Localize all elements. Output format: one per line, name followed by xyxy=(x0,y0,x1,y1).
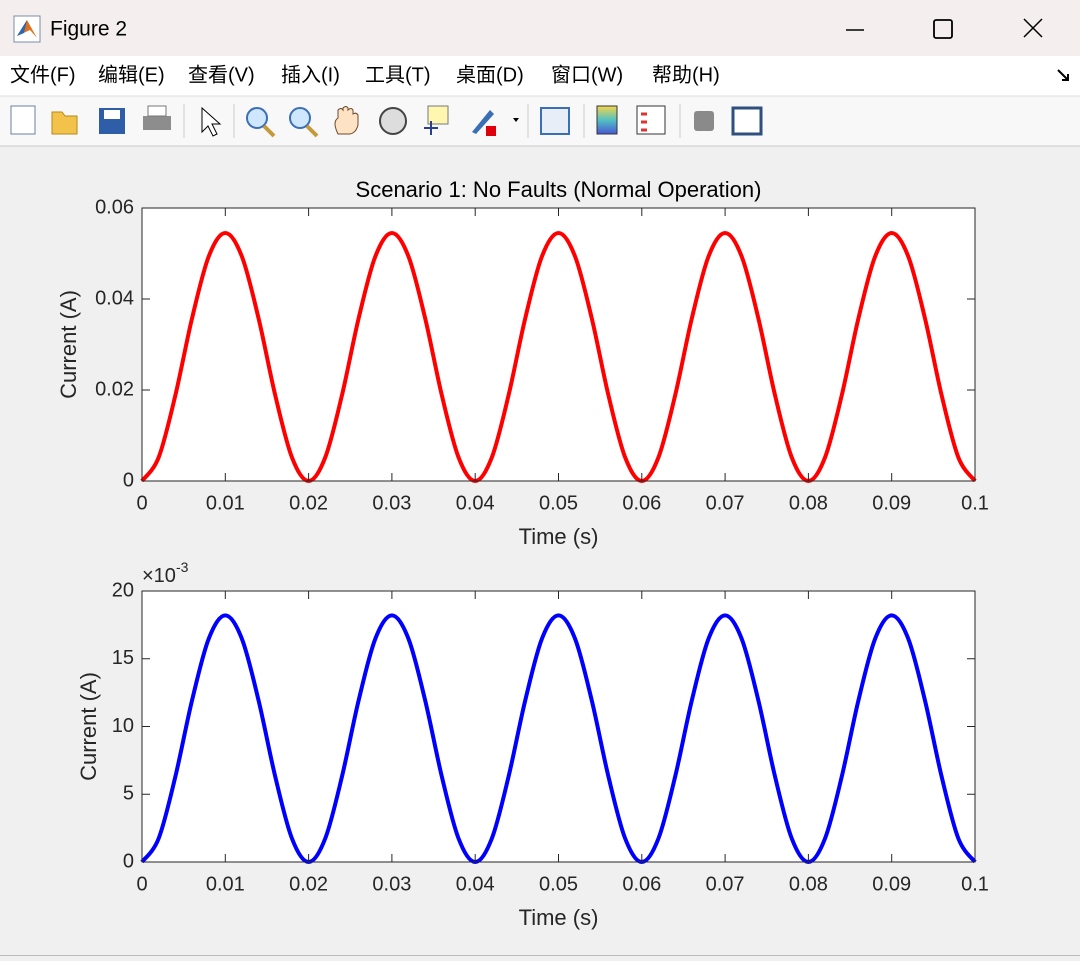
x-tick-label: 0.01 xyxy=(206,492,245,514)
x-tick-label: 0.03 xyxy=(372,873,411,895)
chart-title: Scenario 1: No Faults (Normal Operation) xyxy=(356,177,762,202)
menu-item[interactable]: 查看(V) xyxy=(188,63,255,86)
print-icon-paper xyxy=(147,105,167,117)
x-tick-label: 0.05 xyxy=(539,492,578,514)
dock-icon[interactable] xyxy=(731,106,763,136)
data-line xyxy=(140,231,977,483)
x-tick-label: 0.02 xyxy=(289,873,328,895)
x-tick-label: 0 xyxy=(136,492,147,514)
zoom-in-icon[interactable] xyxy=(246,107,268,129)
y-tick-label: 0 xyxy=(123,469,134,491)
x-tick-label: 0.07 xyxy=(706,873,745,895)
y-axis-label: Current (A) xyxy=(76,672,101,781)
plot-area xyxy=(142,208,975,481)
title-bar xyxy=(0,0,1080,56)
y-tick-label: 0.02 xyxy=(95,378,134,400)
y-tick-label: 0 xyxy=(123,850,134,872)
rotate-icon[interactable] xyxy=(379,107,407,135)
pan-icon[interactable] xyxy=(334,106,359,135)
y-tick-label: 10 xyxy=(112,715,134,737)
menu-item[interactable]: 帮助(H) xyxy=(652,63,720,86)
window-title: Figure 2 xyxy=(50,18,127,41)
menu-item[interactable]: 插入(I) xyxy=(281,63,340,86)
menu-item[interactable]: 桌面(D) xyxy=(456,63,524,86)
brush-color xyxy=(486,126,496,136)
datatip-cross xyxy=(424,121,438,135)
y-tick-label: 15 xyxy=(112,647,134,669)
x-tick-label: 0.04 xyxy=(456,492,495,514)
x-axis-label: Time (s) xyxy=(519,524,599,549)
print-icon[interactable] xyxy=(143,116,171,130)
brush-menu[interactable] xyxy=(513,118,519,122)
zoom-out-icon[interactable] xyxy=(289,107,311,129)
x-tick-label: 0.08 xyxy=(789,873,828,895)
x-tick-label: 0.02 xyxy=(289,492,328,514)
y-tick-label: 0.04 xyxy=(95,287,134,309)
save-icon-label xyxy=(104,110,120,119)
x-axis-label: Time (s) xyxy=(519,905,599,930)
toolbar-icons xyxy=(10,104,763,138)
menu-item[interactable]: 编辑(E) xyxy=(98,63,165,86)
y-tick-label: 20 xyxy=(112,579,134,601)
x-tick-label: 0.04 xyxy=(456,873,495,895)
x-tick-label: 0.09 xyxy=(872,873,911,895)
open-icon[interactable] xyxy=(51,111,78,135)
link-icon[interactable] xyxy=(540,107,570,135)
brush-icon[interactable] xyxy=(472,110,494,134)
menu-item[interactable]: 窗口(W) xyxy=(551,63,623,86)
hide-tools-icon[interactable] xyxy=(694,111,714,131)
data-line xyxy=(140,613,977,864)
x-tick-label: 0.05 xyxy=(539,873,578,895)
zoom-out-handle xyxy=(305,124,319,138)
x-tick-label: 0.07 xyxy=(706,492,745,514)
y-tick-label: 0.06 xyxy=(95,196,134,218)
x-tick-label: 0.03 xyxy=(372,492,411,514)
y-multiplier-base: ×10 xyxy=(142,565,176,587)
y-axis-label: Current (A) xyxy=(56,290,81,399)
y-tick-label: 5 xyxy=(123,783,134,805)
new-icon[interactable] xyxy=(10,105,36,135)
x-tick-label: 0.01 xyxy=(206,873,245,895)
x-tick-label: 0.06 xyxy=(622,492,661,514)
select-icon[interactable] xyxy=(201,106,222,137)
x-tick-label: 0 xyxy=(136,873,147,895)
x-tick-label: 0.1 xyxy=(961,492,989,514)
dock-arrow[interactable] xyxy=(1057,69,1069,81)
menu-item[interactable]: 文件(F) xyxy=(10,63,76,86)
x-tick-label: 0.06 xyxy=(622,873,661,895)
x-tick-label: 0.08 xyxy=(789,492,828,514)
datatip-icon[interactable] xyxy=(427,105,449,125)
menu-bar xyxy=(0,56,1080,96)
close-button[interactable] xyxy=(1023,18,1043,38)
maximize-button[interactable] xyxy=(933,19,953,39)
legend-icon-lines xyxy=(641,112,647,132)
y-multiplier-exponent: -3 xyxy=(176,559,189,575)
zoom-in-handle xyxy=(262,124,276,138)
app-icon xyxy=(13,15,41,43)
plot-area xyxy=(142,591,975,862)
colorbar-icon[interactable] xyxy=(596,105,618,135)
menu-item[interactable]: 工具(T) xyxy=(365,64,431,86)
x-tick-label: 0.09 xyxy=(872,492,911,514)
x-tick-label: 0.1 xyxy=(961,873,989,895)
y-multiplier: ×10-3 xyxy=(142,559,189,588)
